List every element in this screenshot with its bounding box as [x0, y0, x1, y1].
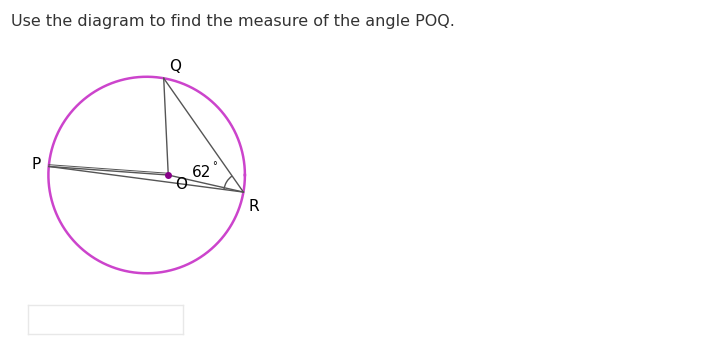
Text: Q: Q: [169, 59, 181, 74]
Text: °: °: [212, 161, 217, 171]
Text: 62: 62: [192, 165, 212, 180]
Text: P: P: [32, 157, 41, 172]
Text: O: O: [175, 177, 187, 192]
Text: R: R: [248, 199, 259, 214]
Text: Use the diagram to find the measure of the angle POQ.: Use the diagram to find the measure of t…: [11, 14, 454, 29]
